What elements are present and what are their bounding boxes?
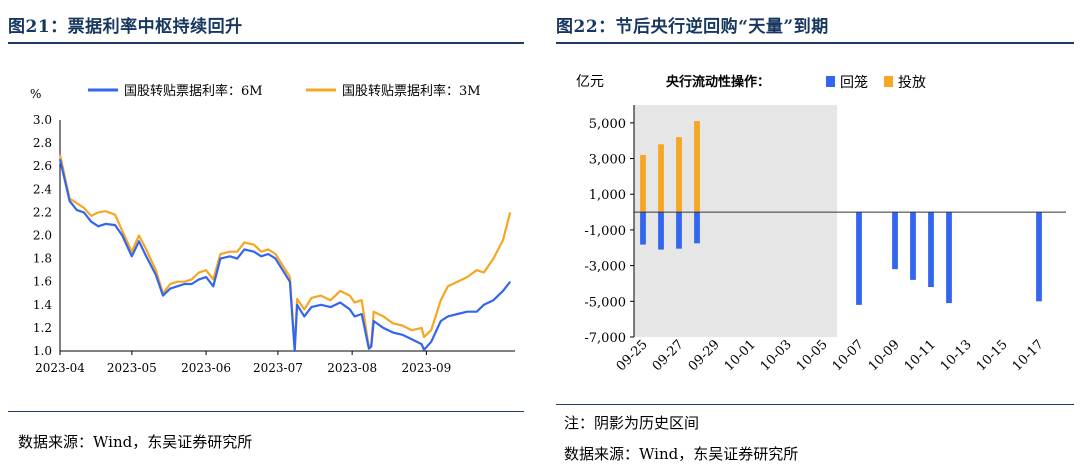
right-x-tick-label: 10-17 (1010, 337, 1047, 374)
left-x-tick-label: 2023-06 (181, 361, 231, 375)
legend-label-withdraw: 回笼 (840, 74, 868, 91)
legend-title: 央行流动性操作： (666, 74, 770, 90)
left-y-tick-label: 1.0 (33, 344, 52, 358)
left-line-chart: % 1.0 1.2 1.4 1.6 1.8 2.0 2.2 2.4 2.6 2.8 3.0 2023-0… (30, 83, 515, 375)
right-note-rule (556, 404, 1074, 405)
right-note: 注：阴影为历史区间 (564, 414, 700, 432)
legend-swatch-inject (884, 76, 893, 87)
right-x-tick-label: 10-09 (866, 337, 903, 374)
right-y-unit: 亿元 (576, 74, 604, 90)
left-y-tick-label: 2.0 (33, 229, 52, 243)
series-line-6m (58, 159, 512, 353)
bar-withdraw-09-26 (658, 212, 664, 250)
left-source-rule (8, 411, 524, 412)
legend-label-inject: 投放 (898, 75, 926, 91)
bar-inject-09-27 (676, 137, 682, 213)
left-y-tick-label: 2.6 (33, 159, 52, 173)
history-shade (634, 105, 837, 337)
right-y-tick-label: -3,000 (584, 260, 626, 275)
bar-withdraw-10-07 (856, 212, 862, 305)
left-y-tick-label: 2.2 (33, 205, 52, 219)
right-x-tick-label: 10-01 (722, 337, 759, 374)
bar-withdraw-09-28 (694, 212, 700, 244)
right-x-tick-label: 10-15 (974, 337, 1011, 374)
left-y-tick-label: 1.6 (33, 275, 52, 289)
legend-label-3m: 国股转贴票据利率：3M (342, 83, 481, 99)
left-y-tick-label: 1.4 (33, 298, 52, 312)
left-x-tick-label: 2023-04 (35, 361, 85, 375)
right-title-rule (556, 42, 1074, 44)
bar-withdraw-10-09 (892, 212, 898, 270)
bar-inject-09-28 (694, 121, 700, 213)
bar-withdraw-10-17 (1036, 212, 1042, 302)
bar-withdraw-09-25 (640, 212, 646, 245)
right-x-tick-label: 10-05 (794, 337, 831, 374)
right-y-tick-label: -7,000 (584, 331, 626, 346)
bar-inject-09-26 (658, 144, 664, 213)
left-x-tick-label: 2023-09 (401, 361, 451, 375)
right-panel: 图22：节后央行逆回购“天量”到期 亿元 央行流动性操作： 回笼 投放 -7,000 -5… (548, 0, 1080, 473)
left-y-unit: % (30, 87, 41, 101)
right-figure-title: 图22：节后央行逆回购“天量”到期 (556, 17, 829, 37)
right-y-tick-label: 5,000 (589, 117, 626, 132)
legend-swatch-withdraw (826, 76, 835, 87)
bar-withdraw-09-27 (676, 212, 682, 249)
left-x-tick-label: 2023-05 (107, 361, 157, 375)
left-x-tick-label: 2023-08 (327, 361, 377, 375)
left-y-tick-label: 2.4 (33, 182, 52, 196)
right-x-tick-label: 09-27 (650, 337, 687, 374)
right-y-tick-label: -1,000 (584, 224, 626, 239)
bar-inject-09-25 (640, 154, 646, 213)
right-y-tick-label: 3,000 (589, 153, 626, 168)
right-x-tick-label: 10-13 (938, 337, 975, 374)
bar-withdraw-10-12 (946, 212, 952, 304)
legend-label-6m: 国股转贴票据利率：6M (124, 83, 263, 99)
left-source: 数据来源：Wind，东吴证券研究所 (18, 433, 253, 451)
right-bar-chart: 亿元 央行流动性操作： 回笼 投放 -7,000 -5,000 -3,000 -1,000 1,… (576, 74, 1066, 374)
right-y-tick-label: -5,000 (584, 295, 626, 310)
left-y-tick-label: 3.0 (33, 113, 52, 127)
right-x-tick-label: 10-11 (902, 337, 939, 374)
right-y-tick-label: 1,000 (589, 188, 626, 203)
bar-withdraw-10-10 (910, 212, 916, 280)
left-y-tick-label: 1.8 (33, 252, 52, 266)
left-y-tick-label: 1.2 (33, 321, 52, 335)
left-panel: 图21：票据利率中枢持续回升 % 1.0 1.2 1.4 1.6 1.8 2.0 2.2 2.4… (0, 0, 530, 473)
right-x-tick-label: 10-03 (758, 337, 795, 374)
series-line-3m (58, 154, 512, 351)
left-figure-title: 图21：票据利率中枢持续回升 (8, 17, 243, 37)
left-x-tick-label: 2023-07 (253, 361, 303, 375)
left-y-tick-label: 2.8 (33, 136, 52, 150)
bar-withdraw-10-11 (928, 212, 934, 288)
right-x-tick-label: 10-07 (830, 337, 867, 374)
right-source: 数据来源：Wind，东吴证券研究所 (564, 445, 799, 463)
right-x-tick-label: 09-29 (686, 337, 723, 374)
left-title-rule (8, 42, 524, 44)
